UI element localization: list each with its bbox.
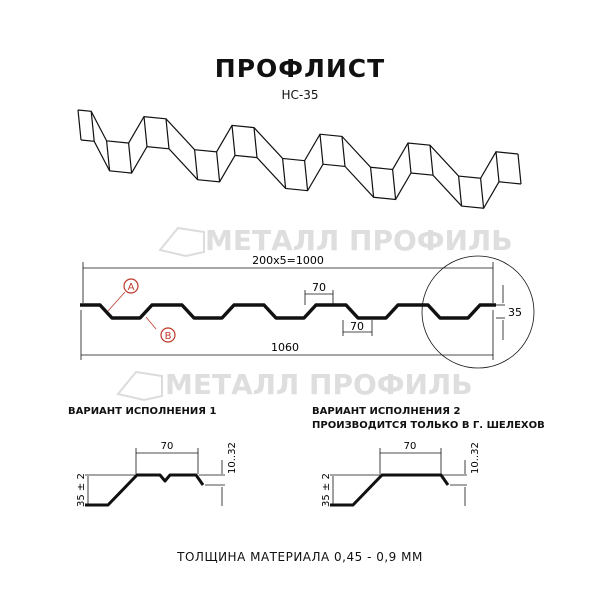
sheet-fold-line [341,136,346,167]
variant-2-detail: 70 35 ± 2 10..32 [321,441,481,507]
sheet-fold-line [480,178,485,209]
sheet-fold-line [407,142,412,174]
sheet-fold-line [216,151,221,182]
sheet-fold-line [495,151,500,182]
variant-2-width-label: 70 [404,441,417,452]
variant-2-caption-line2: ПРОИЗВОДИТСЯ ТОЛЬКО В Г. ШЕЛЕХОВ [312,420,545,431]
sheet-edge [80,139,522,209]
variant-1-height-label: 35 ± 2 [76,473,87,507]
marker-a-label: A [128,282,135,293]
main-profile-section: 200x5=1000 1060 70 70 35 A B [80,254,535,369]
variant-2-edge-label: 10..32 [470,442,481,474]
page-subtitle: НС-35 [281,88,319,102]
sheet-fold-line [319,134,324,165]
page-title: ПРОФЛИСТ [214,54,386,83]
watermark-bottom: МЕТАЛЛ ПРОФИЛЬ [165,368,473,401]
material-thickness-note: ТОЛЩИНА МАТЕРИАЛА 0,45 - 0,9 ММ [177,550,423,564]
sheet-fold-line [90,111,95,142]
sheet-fold-line [194,149,199,180]
variant-1-edge-label: 10..32 [227,442,238,474]
sheet-fold-line [77,109,82,141]
sheet-fold-line [517,153,522,185]
dim-width-label: 1060 [271,341,299,354]
variant-1-width-label: 70 [161,441,174,452]
sheet-fold-line [429,145,434,176]
dim-top-flange-label: 70 [312,281,326,294]
sheet-fold-line [143,116,148,147]
sheet-fold-line [370,167,375,198]
dim-height-label: 35 [508,306,522,319]
marker-a [123,278,139,294]
watermark-top: МЕТАЛЛ ПРОФИЛЬ [205,224,513,257]
watermark-logo-icon [116,226,205,402]
sheet-edge [77,109,519,179]
variant-1-profile [85,473,205,507]
dim-pitch-label: 200x5=1000 [252,254,324,267]
variant-1-caption: ВАРИАНТ ИСПОЛНЕНИЯ 1 [68,406,217,417]
detail-circle [421,255,535,369]
sheet-fold-line [458,176,463,207]
sheet-fold-line [392,169,397,200]
variant-2-height-label: 35 ± 2 [321,473,332,507]
sheet-fold-line [304,160,309,191]
variant-1-detail: 70 35 ± 2 10..32 [76,441,238,507]
variant-2-caption-line1: ВАРИАНТ ИСПОЛНЕНИЯ 2 [312,406,461,417]
sheet-fold-line [282,158,287,189]
watermark-text: МЕТАЛЛ ПРОФИЛЬ [205,224,513,257]
sheet-3d-view [77,109,522,209]
sheet-fold-line [165,118,170,149]
profile-line [80,303,496,320]
marker-b-label: B [165,331,172,342]
sheet-fold-line [106,140,111,171]
sheet-fold-line [253,127,258,158]
variant-2-profile [330,473,450,507]
watermark-text: МЕТАЛЛ ПРОФИЛЬ [165,368,473,401]
marker-b [160,327,176,343]
dim-bottom-flange-label: 70 [350,320,364,333]
sheet-fold-line [128,143,133,174]
sheet-fold-line [231,125,236,156]
